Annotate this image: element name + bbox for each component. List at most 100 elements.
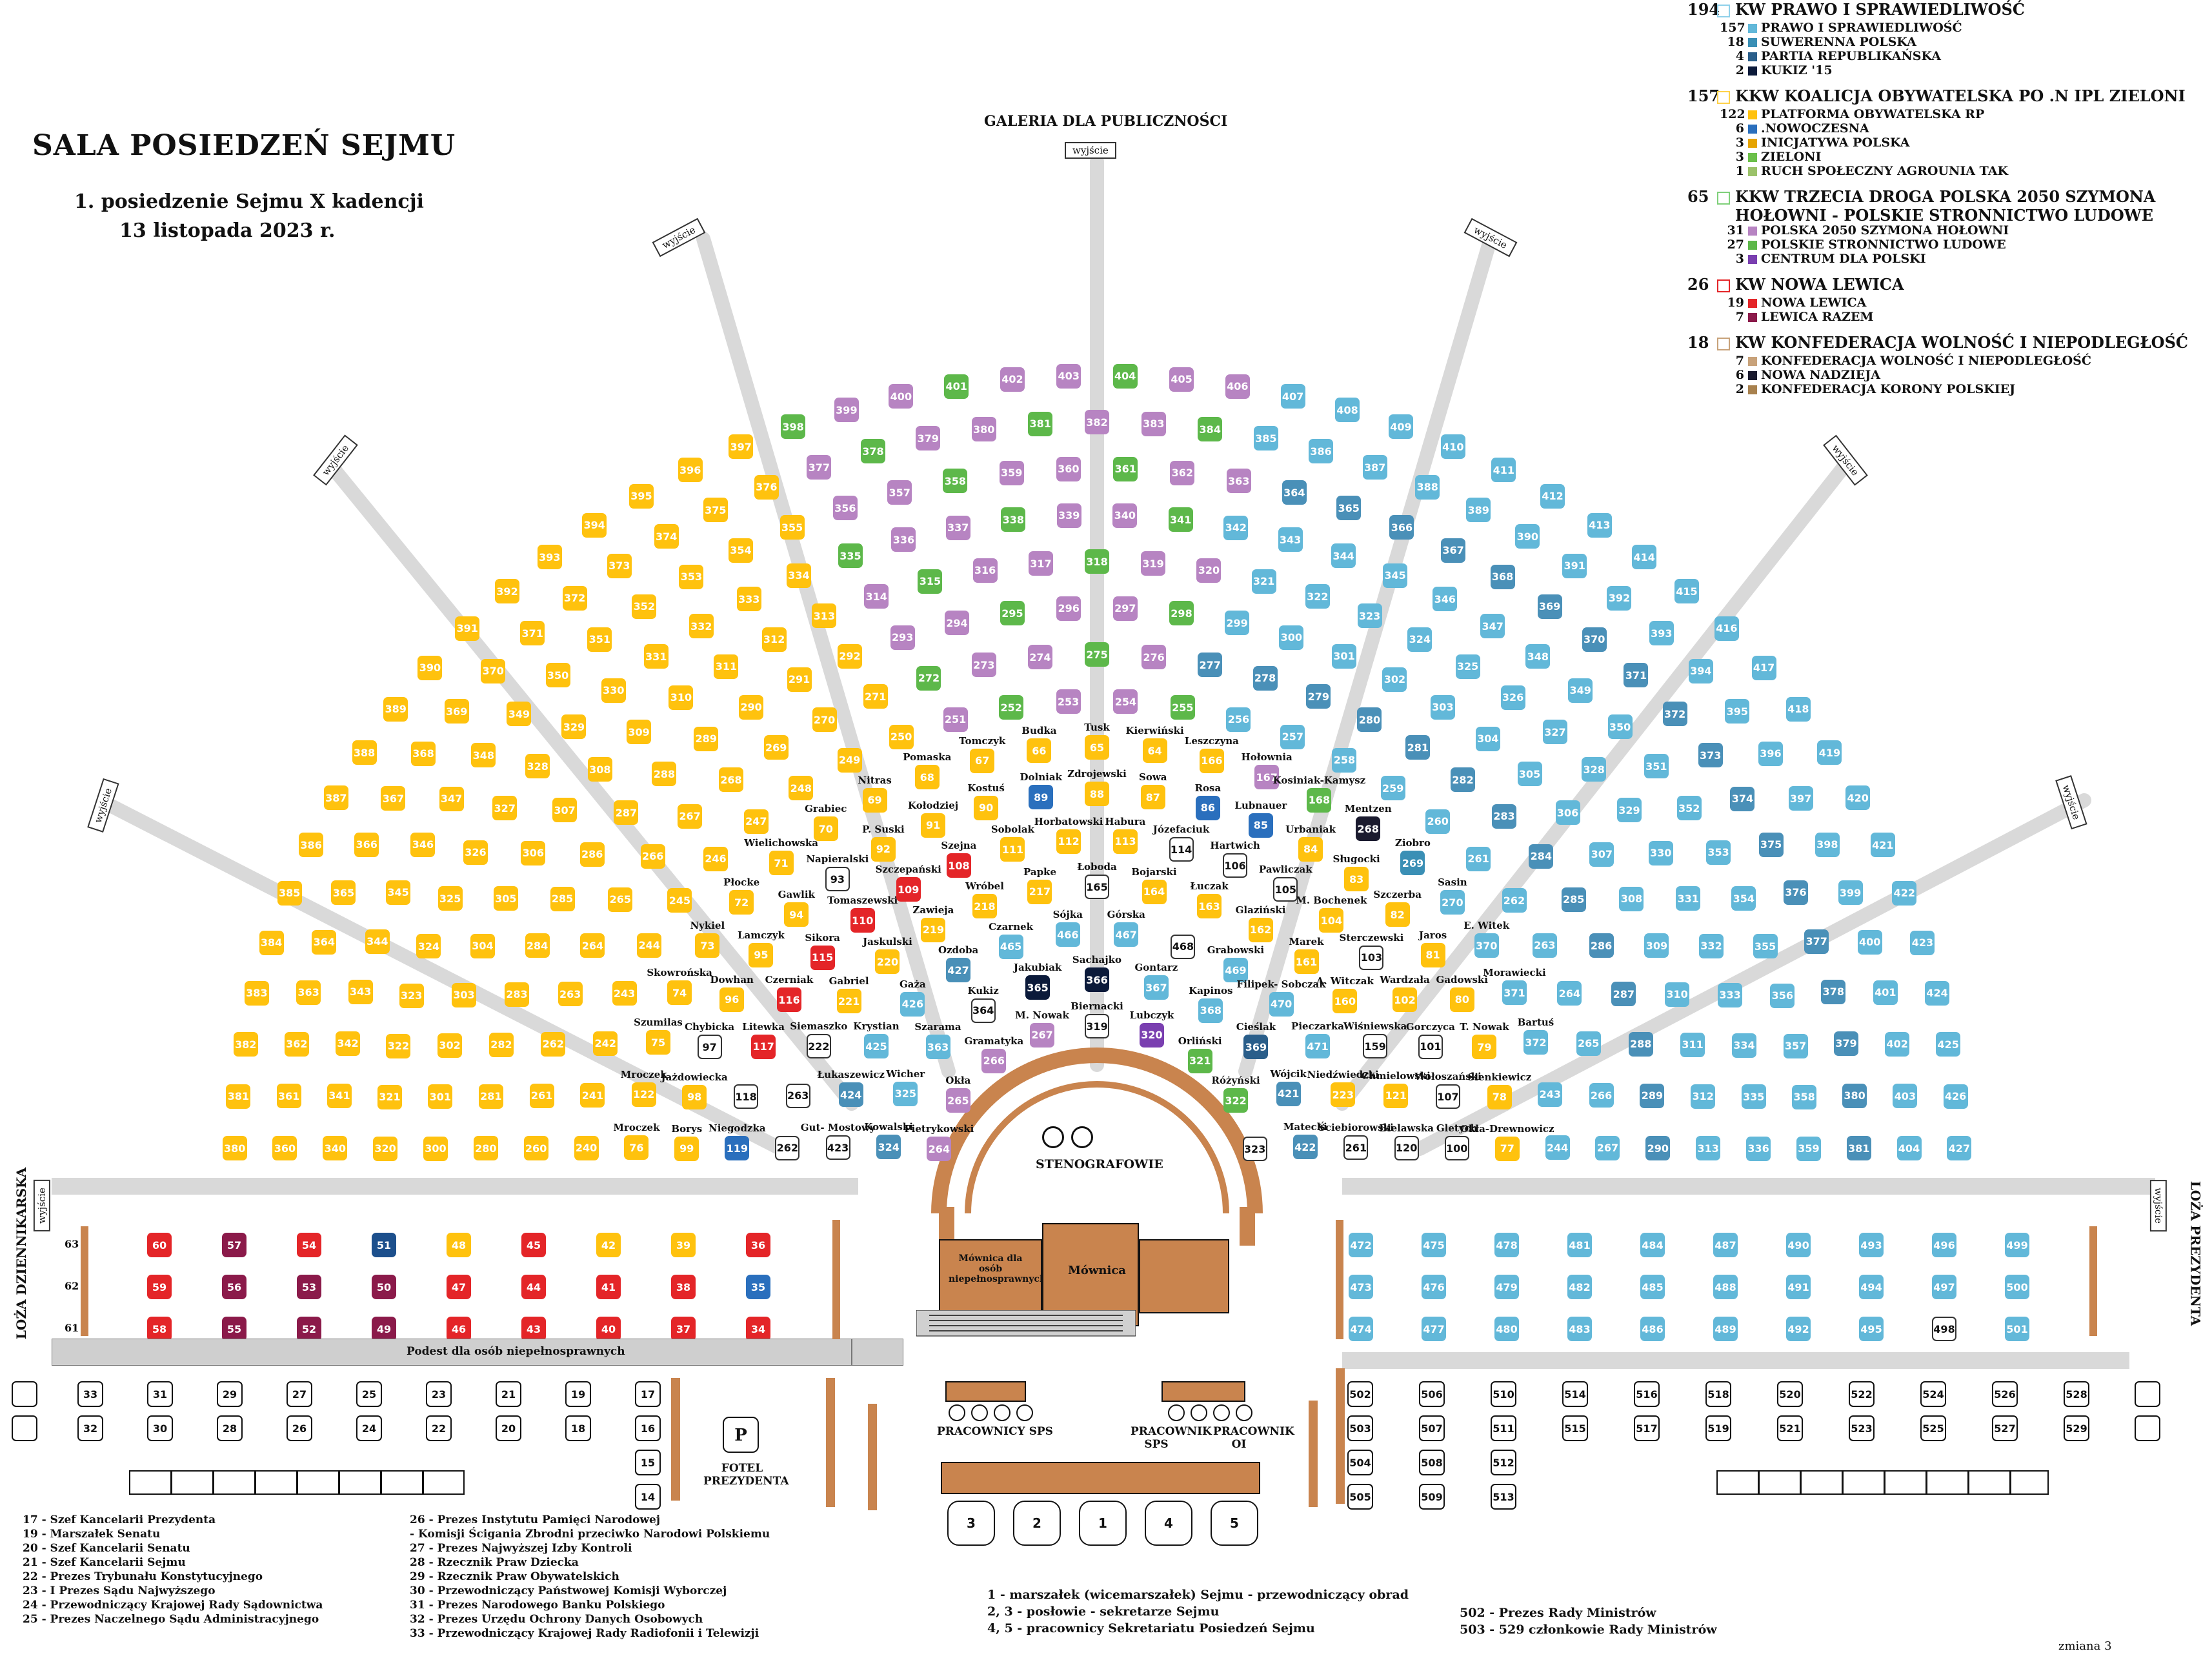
seat[interactable]: 117: [751, 1034, 776, 1059]
seat[interactable]: 489: [1713, 1317, 1738, 1341]
seat[interactable]: 477: [1422, 1317, 1446, 1341]
seat[interactable]: 397: [1788, 786, 1813, 811]
seat[interactable]: 73: [695, 933, 720, 958]
seat[interactable]: 425: [863, 1034, 889, 1059]
seat[interactable]: 159: [1363, 1034, 1388, 1059]
seat[interactable]: 342: [1223, 515, 1249, 540]
seat[interactable]: 393: [537, 545, 562, 569]
guest-seat[interactable]: 30: [147, 1415, 173, 1441]
minister-seat[interactable]: 506: [1419, 1381, 1445, 1407]
seat[interactable]: 371: [520, 621, 545, 646]
seat[interactable]: 364: [970, 998, 996, 1023]
seat[interactable]: 256: [1226, 707, 1251, 732]
seat[interactable]: 356: [832, 496, 858, 521]
seat[interactable]: 320: [1139, 1022, 1164, 1048]
seat[interactable]: 165: [1085, 875, 1109, 899]
seat[interactable]: 421: [1276, 1081, 1301, 1106]
seat[interactable]: 245: [667, 888, 692, 913]
seat[interactable]: 243: [1538, 1082, 1563, 1107]
seat[interactable]: 394: [582, 512, 607, 538]
seat[interactable]: 495: [1859, 1317, 1884, 1341]
seat[interactable]: 160: [1332, 989, 1358, 1014]
seat[interactable]: 369: [1243, 1035, 1269, 1060]
seat[interactable]: 324: [1407, 627, 1433, 652]
seat[interactable]: 306: [1555, 800, 1580, 825]
seat[interactable]: 72: [729, 890, 754, 915]
seat[interactable]: 422: [1292, 1135, 1318, 1160]
seat[interactable]: 253: [1056, 689, 1081, 714]
empty-seat[interactable]: [12, 1381, 37, 1407]
minister-seat[interactable]: 524: [1920, 1381, 1946, 1407]
seat[interactable]: 336: [1746, 1136, 1771, 1161]
seat[interactable]: 223: [1331, 1082, 1356, 1108]
presidium-chair[interactable]: 4: [1145, 1501, 1192, 1546]
seat[interactable]: 387: [1362, 455, 1387, 480]
seat[interactable]: 323: [1357, 603, 1382, 629]
guest-seat[interactable]: 26: [287, 1415, 312, 1441]
seat[interactable]: 303: [451, 982, 476, 1007]
minister-seat[interactable]: 521: [1777, 1415, 1803, 1441]
seat[interactable]: 67: [970, 748, 995, 773]
seat[interactable]: 100: [1444, 1136, 1469, 1161]
seat[interactable]: 389: [383, 696, 408, 722]
seat[interactable]: 312: [761, 627, 787, 652]
seat[interactable]: 114: [1169, 837, 1194, 862]
seat[interactable]: 375: [703, 498, 728, 523]
seat[interactable]: 396: [1758, 741, 1783, 766]
seat[interactable]: 372: [1662, 702, 1687, 727]
seat[interactable]: 366: [354, 832, 379, 857]
minister-seat[interactable]: 514: [1562, 1381, 1588, 1407]
seat[interactable]: 419: [1817, 740, 1842, 765]
seat[interactable]: 378: [860, 439, 885, 464]
seat[interactable]: 261: [529, 1083, 554, 1108]
seat[interactable]: 268: [1356, 816, 1381, 842]
seat[interactable]: 115: [810, 945, 835, 970]
seat[interactable]: 472: [1349, 1233, 1373, 1257]
seat[interactable]: 369: [1537, 594, 1562, 619]
seat[interactable]: 328: [525, 754, 550, 779]
seat[interactable]: 320: [1196, 558, 1222, 583]
guest-seat[interactable]: 19: [565, 1381, 591, 1407]
seat[interactable]: 468: [1171, 934, 1196, 959]
seat[interactable]: 367: [1441, 538, 1466, 563]
seat[interactable]: 349: [1568, 678, 1593, 703]
seat[interactable]: 465: [998, 934, 1023, 959]
seat[interactable]: 306: [521, 840, 546, 865]
exit-sign[interactable]: wyjście: [1065, 142, 1116, 159]
seat[interactable]: 381: [226, 1084, 251, 1109]
seat[interactable]: 483: [1567, 1317, 1592, 1341]
seat[interactable]: 381: [1028, 411, 1053, 436]
seat[interactable]: 59: [147, 1275, 172, 1299]
seat[interactable]: 385: [1253, 426, 1278, 451]
seat[interactable]: 359: [999, 460, 1024, 485]
seat[interactable]: 280: [473, 1136, 498, 1161]
seat[interactable]: 362: [1170, 460, 1195, 485]
seat[interactable]: 335: [1741, 1084, 1766, 1109]
seat[interactable]: 316: [972, 558, 998, 583]
seat[interactable]: 76: [624, 1135, 649, 1160]
seat[interactable]: 267: [1595, 1135, 1620, 1160]
seat[interactable]: 388: [352, 740, 377, 765]
seat[interactable]: 265: [945, 1088, 970, 1113]
seat[interactable]: 266: [640, 844, 665, 869]
seat[interactable]: 290: [739, 694, 764, 720]
seat[interactable]: 351: [1644, 754, 1669, 779]
minister-seat[interactable]: 513: [1491, 1484, 1516, 1510]
seat[interactable]: 82: [1385, 902, 1410, 927]
seat[interactable]: 300: [1279, 625, 1304, 650]
seat[interactable]: 329: [561, 714, 587, 740]
seat[interactable]: 107: [1435, 1084, 1460, 1109]
seat[interactable]: 424: [838, 1082, 863, 1108]
seat[interactable]: 321: [377, 1084, 402, 1109]
seat[interactable]: 302: [437, 1033, 463, 1058]
seat[interactable]: 364: [312, 929, 337, 955]
seat[interactable]: 297: [1112, 596, 1138, 621]
seat[interactable]: 373: [607, 553, 632, 578]
seat[interactable]: 49: [372, 1317, 396, 1341]
seat[interactable]: 90: [974, 795, 999, 820]
seat[interactable]: 346: [1433, 587, 1458, 612]
minister-seat[interactable]: 515: [1562, 1415, 1588, 1441]
minister-seat[interactable]: 528: [2064, 1381, 2089, 1407]
seat[interactable]: 330: [1648, 840, 1673, 865]
seat[interactable]: 98: [682, 1084, 707, 1109]
